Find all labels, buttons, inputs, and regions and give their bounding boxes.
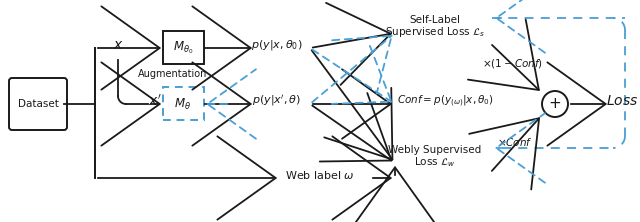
Text: $x'$: $x'$ xyxy=(148,93,162,109)
Text: $\times Conf$: $\times Conf$ xyxy=(497,136,533,148)
Text: Loss $\mathcal{L}_w$: Loss $\mathcal{L}_w$ xyxy=(414,155,456,169)
Text: $M_{\theta_0}$: $M_{\theta_0}$ xyxy=(173,40,193,56)
Text: $x$: $x$ xyxy=(113,38,124,52)
Text: $+$: $+$ xyxy=(548,97,561,111)
Text: $Conf = p(y_{(\omega)}|x, \theta_0)$: $Conf = p(y_{(\omega)}|x, \theta_0)$ xyxy=(397,93,493,109)
Text: Supervised Loss $\mathcal{L}_s$: Supervised Loss $\mathcal{L}_s$ xyxy=(385,25,485,39)
Text: Web label $\omega$: Web label $\omega$ xyxy=(285,169,355,181)
FancyBboxPatch shape xyxy=(163,87,204,121)
FancyBboxPatch shape xyxy=(9,78,67,130)
Text: Augmentation: Augmentation xyxy=(138,69,207,79)
Text: $M_{\theta}$: $M_{\theta}$ xyxy=(175,96,191,111)
Text: $\times(1-Conf)$: $\times(1-Conf)$ xyxy=(483,57,543,71)
Text: $p(y|x', \theta)$: $p(y|x', \theta)$ xyxy=(252,93,301,109)
Text: $Loss$: $Loss$ xyxy=(606,94,638,108)
Text: Self-Label: Self-Label xyxy=(410,15,461,25)
Text: $p(y|x, \theta_0)$: $p(y|x, \theta_0)$ xyxy=(252,38,303,52)
FancyBboxPatch shape xyxy=(163,32,204,65)
Text: Webly Supervised: Webly Supervised xyxy=(388,145,482,155)
Text: Dataset: Dataset xyxy=(17,99,58,109)
